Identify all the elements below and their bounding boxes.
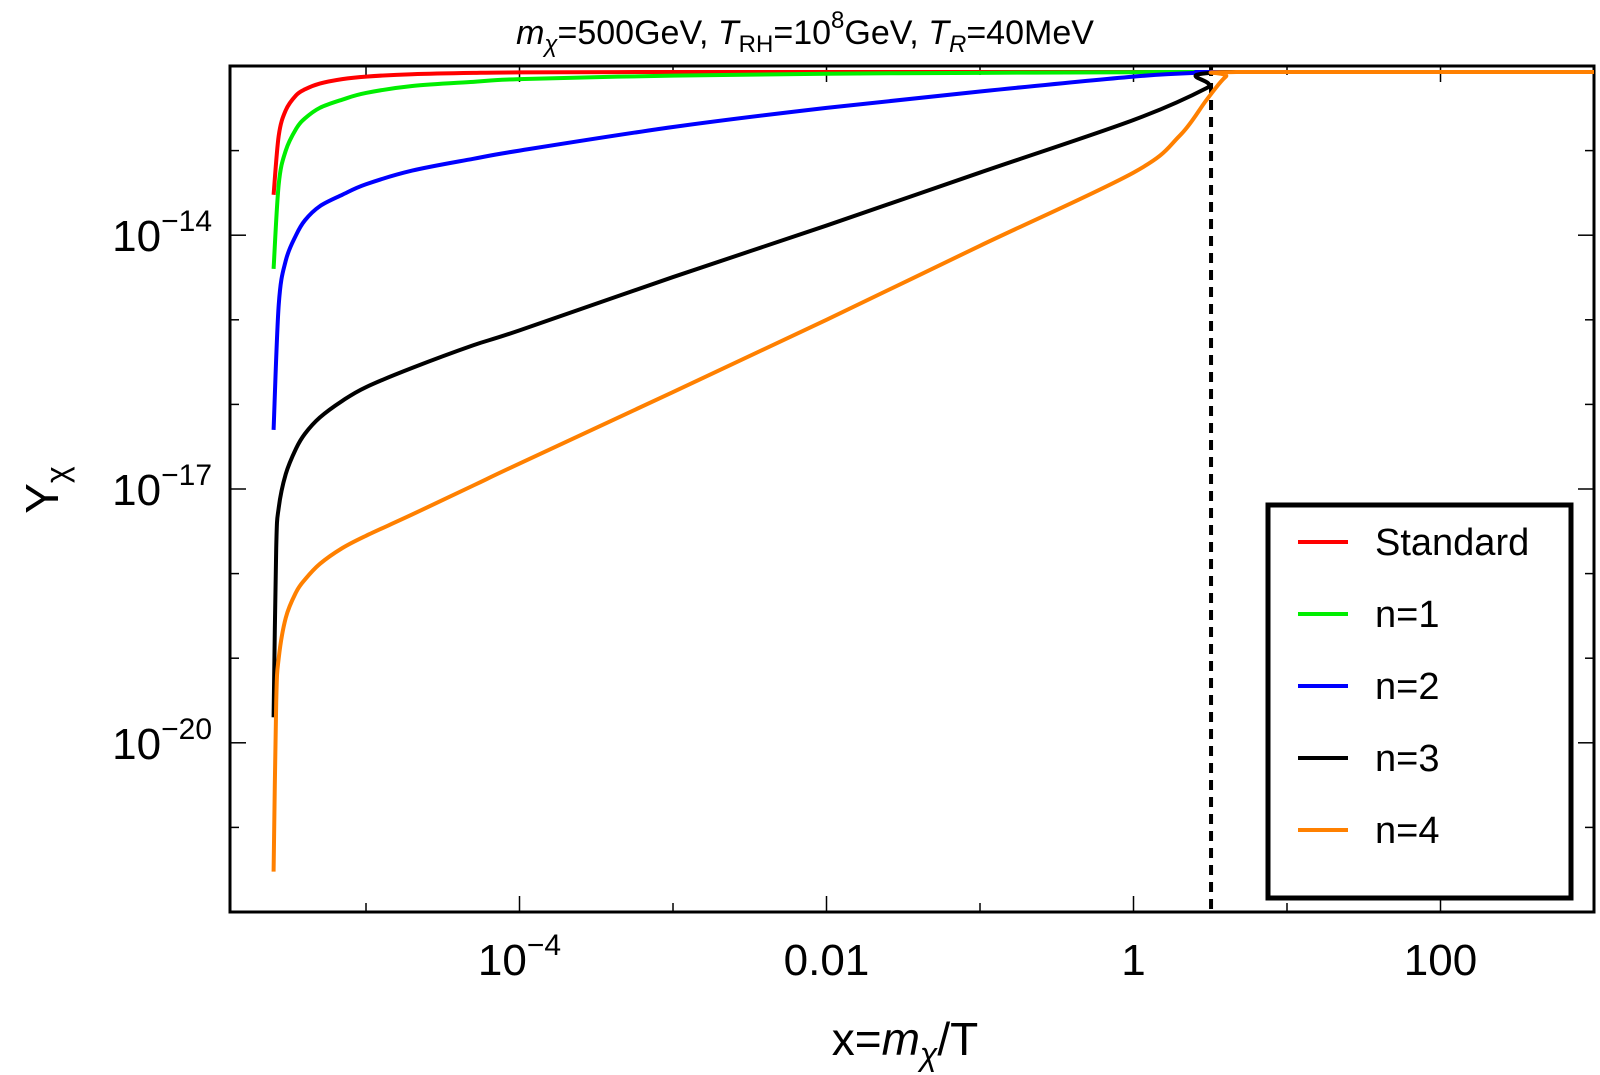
y-tick-label: 10−17: [112, 459, 212, 515]
legend-label-n-3: n=3: [1375, 738, 1439, 780]
y-axis-title: Yχ: [16, 466, 75, 514]
series-line-standard: [271, 69, 1594, 196]
legend-label-standard: Standard: [1375, 522, 1529, 564]
legend-box: [1265, 502, 1574, 901]
series-line-n-3: [271, 69, 1594, 718]
legend-entries: Standard n=1 n=2 n=3 n=4: [1298, 522, 1529, 852]
legend-label-n-2: n=2: [1375, 666, 1439, 708]
x-tick-label: 1: [1121, 936, 1145, 985]
y-tick-label: 10−20: [112, 713, 212, 769]
legend-label-n-4: n=4: [1375, 810, 1439, 852]
chart-title: mχ=500GeV, TRH=108GeV, TR=40MeV: [516, 7, 1094, 58]
tick-labels: 10−4 0.01 1 100 10−14 10−17 10−20: [112, 205, 1477, 985]
series-line-n-2: [271, 69, 1594, 430]
series-line-n-1: [271, 69, 1594, 269]
legend-label-n-1: n=1: [1375, 594, 1439, 636]
x-tick-label: 10−4: [478, 929, 561, 985]
series-group: [271, 69, 1594, 872]
series-line-n-4: [271, 69, 1594, 872]
x-tick-label: 100: [1404, 936, 1477, 985]
x-axis-title: x=mχ/T: [832, 1013, 979, 1072]
x-tick-label: 0.01: [784, 936, 870, 985]
y-tick-label: 10−14: [112, 205, 212, 261]
